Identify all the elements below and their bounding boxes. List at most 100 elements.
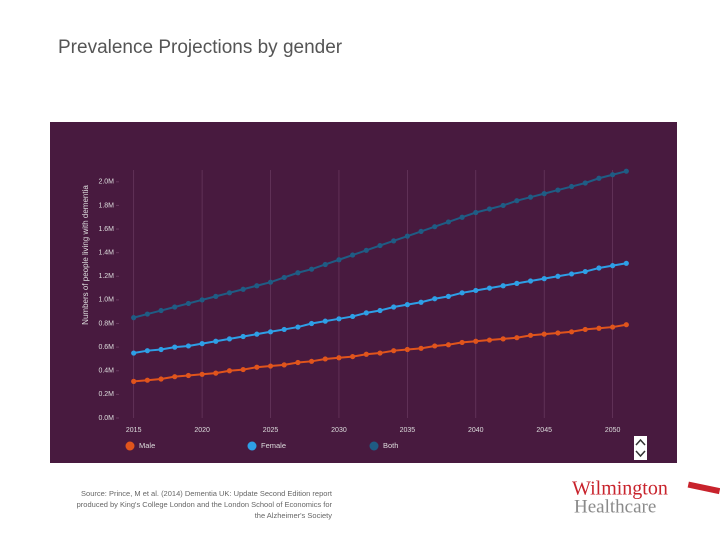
y-tick-label: 1.2M: [98, 273, 114, 280]
logo-swoosh: [687, 481, 720, 495]
y-tick-label: 1.0M: [98, 297, 114, 304]
data-point: [432, 343, 438, 349]
data-point: [295, 270, 301, 276]
source-line: the Alzheimer's Society: [255, 511, 333, 520]
data-point: [596, 175, 602, 181]
y-tick-label: 0.0M: [98, 415, 114, 422]
x-tick-label: 2025: [263, 427, 279, 434]
data-point: [267, 329, 274, 335]
x-tick-label: 2035: [400, 427, 416, 434]
data-point: [418, 345, 424, 351]
data-point: [308, 320, 315, 327]
data-point: [172, 304, 178, 310]
y-tick-label: 0.8M: [98, 320, 114, 327]
data-point: [158, 346, 164, 353]
data-point: [445, 293, 452, 299]
data-point: [240, 333, 246, 340]
data-point: [486, 285, 493, 291]
data-point: [131, 315, 137, 321]
data-point: [473, 338, 479, 344]
data-point: [418, 228, 424, 235]
data-point: [527, 332, 534, 338]
data-point: [226, 290, 233, 296]
data-point: [555, 273, 561, 279]
data-point: [254, 331, 260, 337]
data-point: [363, 247, 369, 253]
data-point: [199, 371, 205, 377]
data-point: [131, 378, 137, 384]
data-point: [527, 194, 534, 200]
data-point: [295, 359, 301, 366]
data-point: [473, 287, 479, 294]
data-point: [568, 329, 575, 335]
data-point: [404, 233, 410, 239]
data-point: [322, 356, 328, 362]
data-point: [199, 297, 205, 303]
scroll-box[interactable]: [634, 436, 647, 460]
data-point: [500, 336, 506, 342]
data-point: [213, 338, 219, 344]
data-point: [610, 324, 616, 330]
source-line: Source: Prince, M et al. (2014) Dementia…: [81, 489, 333, 498]
data-point: [350, 353, 356, 360]
data-point: [281, 274, 287, 281]
data-point: [377, 350, 383, 356]
data-point: [336, 316, 342, 322]
source-line: produced by King's College London and th…: [77, 500, 333, 509]
scroll-control[interactable]: [634, 436, 647, 460]
data-point: [459, 339, 465, 346]
data-point: [610, 263, 616, 269]
data-point: [226, 368, 233, 374]
legend-label: Female: [261, 441, 286, 450]
logo-line: Healthcare: [574, 496, 656, 517]
data-point: [445, 219, 452, 225]
data-point: [391, 348, 397, 354]
data-point: [377, 307, 383, 314]
x-tick-label: 2050: [605, 427, 621, 434]
data-point: [582, 180, 588, 186]
y-tick-label: 1.8M: [98, 202, 114, 209]
data-point: [281, 326, 287, 333]
data-point: [131, 350, 137, 356]
legend-label: Male: [139, 441, 155, 450]
data-point: [541, 331, 547, 337]
chart-panel: [50, 122, 677, 463]
data-point: [596, 265, 602, 271]
data-point: [322, 261, 328, 268]
data-point: [527, 278, 534, 284]
data-point: [459, 290, 465, 296]
data-point: [308, 266, 315, 272]
data-point: [377, 242, 383, 249]
data-point: [555, 187, 561, 193]
data-point: [514, 335, 520, 341]
legend-marker: [369, 441, 379, 451]
data-point: [432, 224, 438, 230]
data-point: [295, 324, 301, 330]
data-point: [391, 304, 397, 310]
legend-marker: [247, 441, 257, 451]
data-point: [459, 214, 465, 220]
y-axis-label: Numbers of people living with dementia: [81, 185, 90, 325]
data-point: [213, 370, 219, 376]
data-point: [486, 337, 493, 343]
data-point: [267, 279, 274, 285]
x-tick-label: 2015: [126, 427, 142, 434]
data-point: [418, 299, 424, 305]
data-point: [596, 325, 602, 331]
data-point: [199, 341, 205, 347]
data-point: [308, 358, 315, 364]
data-point: [185, 300, 192, 307]
data-point: [623, 260, 629, 266]
data-point: [582, 268, 588, 275]
x-tick-label: 2040: [468, 427, 484, 434]
data-point: [623, 168, 629, 174]
data-point: [144, 348, 150, 354]
data-point: [267, 363, 274, 369]
data-point: [254, 283, 260, 289]
slide-title: Prevalence Projections by gender: [58, 37, 343, 58]
y-tick-label: 1.4M: [98, 250, 114, 257]
y-tick-label: 0.2M: [98, 391, 114, 398]
data-point: [254, 364, 260, 370]
data-point: [445, 342, 452, 348]
